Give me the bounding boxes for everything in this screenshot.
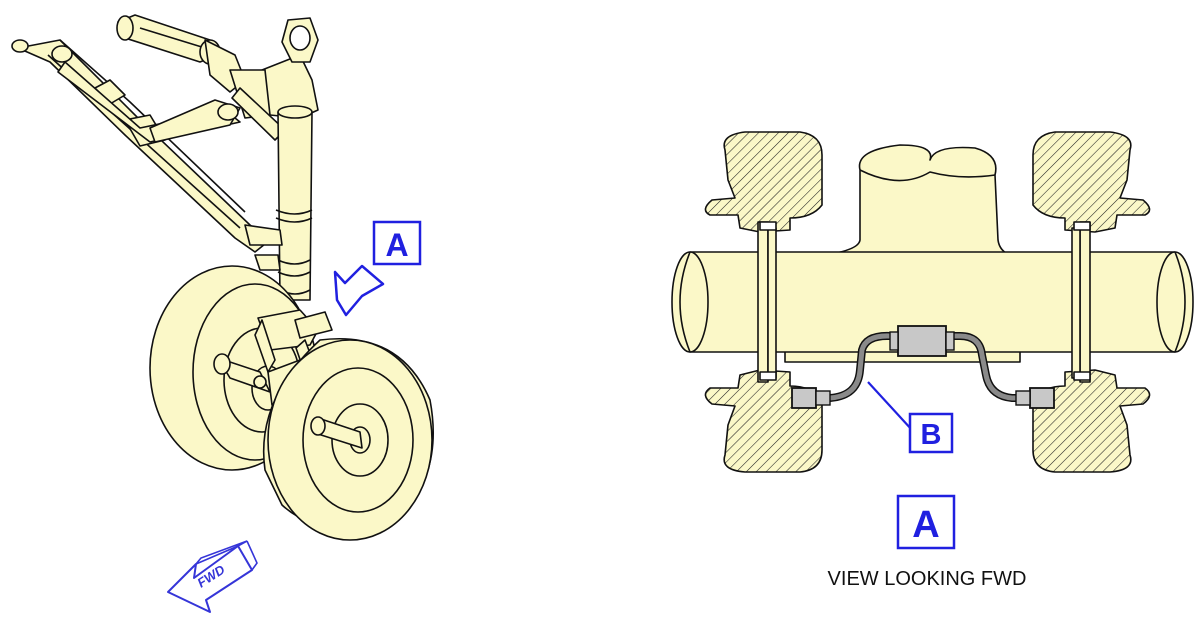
view-caption: VIEW LOOKING FWD — [828, 568, 1027, 590]
detail-view-a — [671, 131, 1194, 473]
left-hub-lower — [704, 369, 823, 473]
left-hub-upper — [704, 131, 823, 233]
detail-a-callout: A — [896, 494, 956, 550]
wiring-harness — [791, 325, 1055, 409]
retraction-actuator — [116, 14, 246, 93]
detail-a-label: A — [912, 504, 939, 546]
right-hub-lower — [1032, 369, 1151, 473]
fwd-arrow: FWD — [167, 540, 258, 613]
view-a-direction-arrow — [333, 264, 385, 317]
detail-b-callout: B — [867, 381, 954, 454]
center-connector — [897, 325, 947, 357]
left-sensor-connector — [791, 387, 817, 409]
right-sensor-connector — [1029, 387, 1055, 409]
landing-gear-isometric — [11, 14, 434, 541]
detail-b-label: B — [921, 419, 942, 451]
shock-strut — [244, 105, 313, 301]
right-hub-upper — [1032, 131, 1151, 233]
view-a-label: A — [385, 227, 408, 263]
lock-link — [57, 61, 241, 143]
view-a-callout: A — [372, 220, 422, 266]
trunnion-fitting — [229, 17, 319, 141]
wheel-right — [262, 338, 434, 541]
